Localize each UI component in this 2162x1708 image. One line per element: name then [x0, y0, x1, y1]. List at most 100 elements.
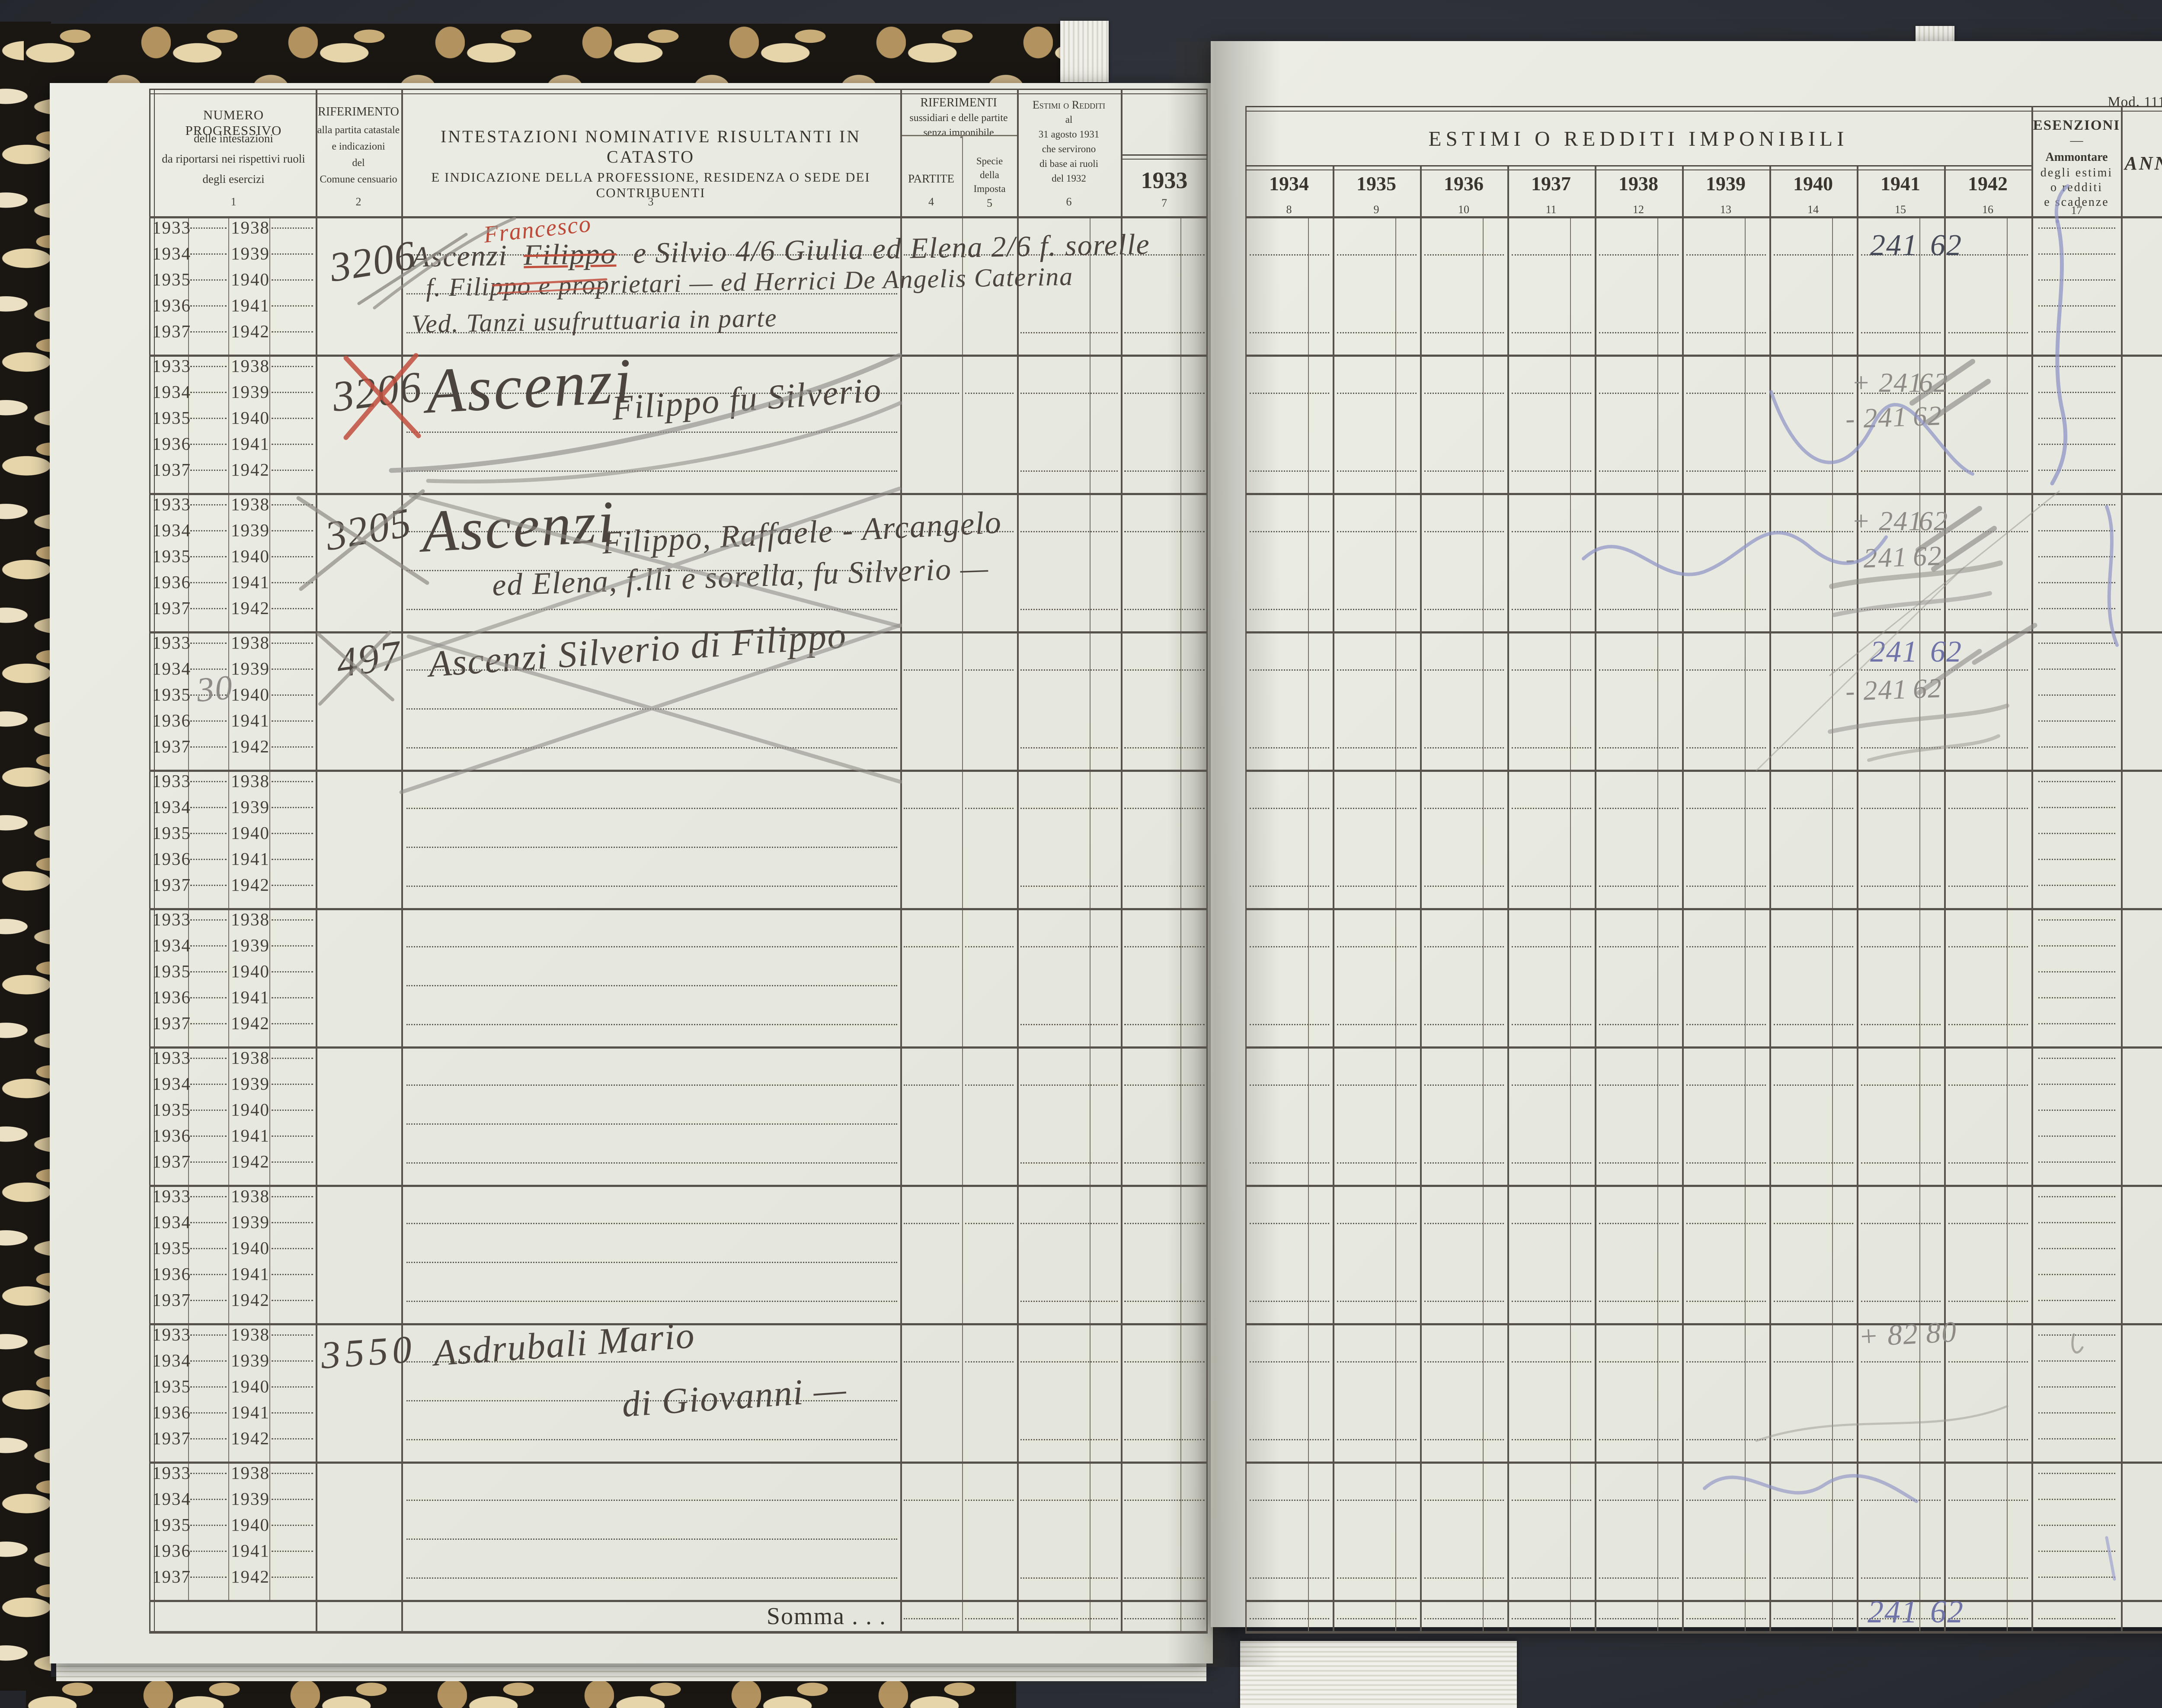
- grid-line: [1774, 609, 1853, 611]
- grid-line: [1774, 1618, 1853, 1621]
- grid-line: [1512, 886, 1591, 888]
- grid-line: [272, 833, 313, 835]
- grid-line: [1512, 254, 1591, 257]
- grid-line: [149, 355, 1208, 357]
- right-title: ESTIMI O REDDITI IMPONIBILI: [1428, 127, 1849, 150]
- grid-line: [1337, 1084, 1417, 1087]
- col2-header-line3: e indicazioni: [332, 141, 385, 152]
- grid-line: [1337, 1162, 1417, 1165]
- grid-line: [1774, 886, 1853, 888]
- col2-number: 2: [355, 195, 361, 208]
- grid-line: [1020, 946, 1118, 949]
- grid-line: [2038, 807, 2115, 809]
- year-label: 1940: [231, 546, 270, 566]
- year-label: 1934: [152, 1212, 191, 1232]
- grid-line: [1599, 808, 1679, 810]
- grid-line: [1124, 808, 1205, 810]
- grid-line: [1245, 631, 2162, 633]
- grid-line: [406, 985, 897, 988]
- col2-header-line2: alla partita catastale: [317, 125, 400, 136]
- year-label: 1935: [152, 1376, 191, 1396]
- entry5-plus-cents: 80: [1925, 1315, 1958, 1350]
- grid-line: [272, 1438, 313, 1441]
- grid-line: [1948, 1361, 2028, 1364]
- grid-line: [149, 908, 1208, 910]
- year-col-number: 14: [1807, 203, 1819, 216]
- grid-line: [1512, 1162, 1591, 1165]
- year-label: 1933: [152, 909, 191, 929]
- year-label: 1935: [152, 269, 191, 289]
- grid-line: [1483, 216, 1484, 1631]
- grid-line: [1599, 393, 1679, 395]
- col6-header-line5: di base ai ruoli: [1039, 158, 1099, 169]
- grid-line: [406, 946, 897, 949]
- year-label: 1941: [231, 710, 270, 730]
- year-label: 1938: [231, 633, 270, 652]
- entry3-minus-lire: - 241: [1845, 541, 1908, 574]
- grid-line: [1861, 1301, 1941, 1303]
- year-col-number: 16: [1982, 203, 1993, 216]
- year-label: 1939: [231, 1212, 270, 1232]
- entry5-partita: 3550: [319, 1327, 418, 1377]
- grid-line: [1774, 1301, 1853, 1303]
- grid-line: [965, 393, 1014, 395]
- grid-line: [1337, 808, 1417, 810]
- entry2-plus-cents: 62: [1919, 367, 1948, 398]
- year-label: 1935: [152, 408, 191, 428]
- grid-line: [2038, 643, 2115, 645]
- grid-line: [190, 1110, 227, 1112]
- ent3-minus-cents: 62: [1912, 540, 1943, 572]
- year-label: 1936: [152, 1541, 191, 1561]
- grid-line: [272, 227, 313, 230]
- grid-line: [1861, 1084, 1941, 1087]
- grid-line: [1686, 1223, 1766, 1225]
- entry4-minus-lire: - 241: [1845, 673, 1908, 707]
- grid-line: [1599, 747, 1679, 750]
- grid-line: [1180, 216, 1181, 1631]
- grid-line: [272, 1473, 313, 1475]
- grid-line: [1599, 1301, 1679, 1303]
- grid-line: [1861, 1223, 1941, 1225]
- grid-line: [2038, 997, 2115, 1000]
- grid-line: [2038, 885, 2115, 887]
- grid-line: [190, 807, 227, 809]
- grid-line: [2038, 253, 2115, 256]
- grid-line: [1774, 946, 1853, 949]
- grid-line: [272, 1551, 313, 1553]
- grid-line: [406, 1262, 897, 1264]
- grid-line: [1020, 531, 1118, 534]
- grid-line: [962, 135, 963, 1631]
- grid-line: [190, 279, 227, 282]
- grid-line: [149, 1600, 1208, 1602]
- grid-line: [1337, 1223, 1417, 1225]
- grid-line: [1919, 216, 1920, 1631]
- grid-line: [1424, 1223, 1504, 1225]
- grid-line: [904, 669, 959, 672]
- grid-line: [1686, 1500, 1766, 1502]
- grid-line: [1686, 808, 1766, 810]
- grid-line: [190, 504, 227, 507]
- grid-line: [190, 1135, 227, 1138]
- grid-line: [1599, 1162, 1679, 1165]
- year-label: 1942: [231, 1013, 270, 1033]
- col3-header-title: INTESTAZIONI NOMINATIVE RISULTANTI IN CA…: [440, 127, 861, 166]
- grid-line: [2038, 1360, 2115, 1363]
- entry1-line3: Ved. Tanzi usufruttuaria in parte: [411, 303, 778, 339]
- grid-line: [272, 1499, 313, 1501]
- col1-header-line3: degli esercizi: [202, 173, 265, 186]
- year-label: 1934: [152, 1489, 191, 1509]
- grid-line: [2038, 279, 2115, 282]
- grid-line: [190, 1386, 227, 1389]
- year-label: 1941: [231, 849, 270, 869]
- grid-line: [1948, 1577, 2028, 1580]
- grid-line: [1948, 1301, 2028, 1303]
- grid-line: [1948, 609, 2028, 611]
- entry1-name-red: Filippo: [523, 237, 617, 272]
- year-label: 1933: [152, 633, 191, 652]
- grid-line: [1124, 1301, 1205, 1303]
- year-header: 1937: [1531, 173, 1571, 195]
- grid-line: [1424, 669, 1504, 672]
- grid-line: [1424, 946, 1504, 949]
- grid-line: [1857, 166, 1858, 1631]
- grid-line: [1861, 946, 1941, 949]
